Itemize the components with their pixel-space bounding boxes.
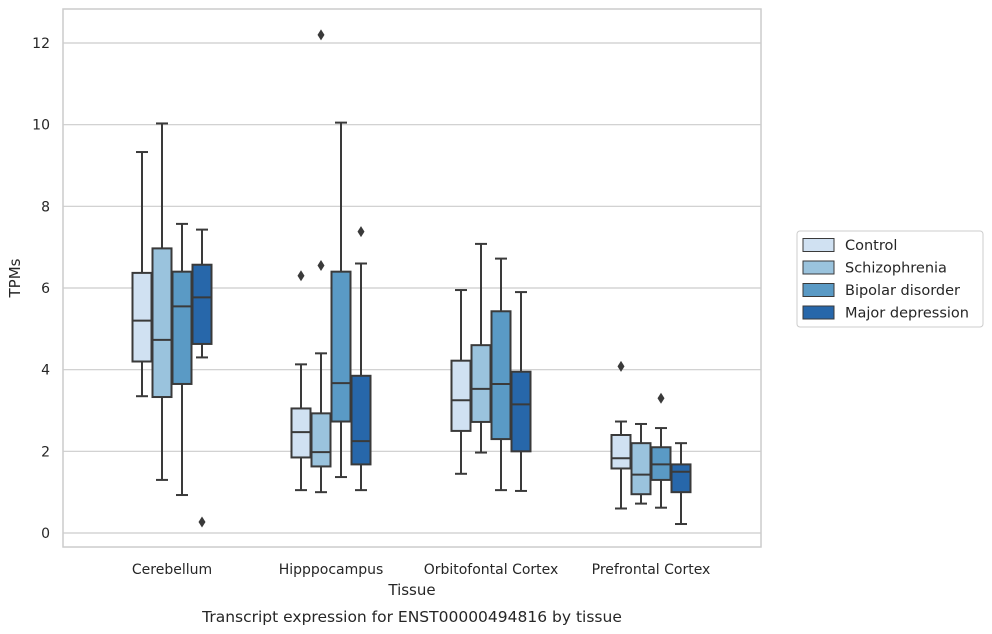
legend-label: Schizophrenia	[845, 261, 947, 277]
box-bipolar-disorder	[330, 121, 352, 479]
legend-swatch	[802, 283, 835, 297]
y-tick-label: 0	[41, 526, 50, 542]
x-tick-label: Hipppocampus	[279, 562, 384, 578]
box-schizophrenia	[470, 242, 492, 454]
x-tick-labels: Cerebellum Hipppocampus Orbitofontal Corte…	[132, 562, 710, 578]
x-tick-label: Prefrontal Cortex	[592, 562, 711, 578]
iqr-box	[151, 247, 173, 399]
box-major-depression	[350, 226, 372, 492]
legend-swatch	[802, 305, 835, 320]
y-tick-label: 8	[41, 199, 50, 215]
x-tick-label: Orbitofontal Cortex	[424, 562, 559, 578]
box-control	[131, 151, 153, 398]
outlier-point	[317, 260, 325, 272]
iqr-box	[171, 270, 193, 385]
box-major-depression	[670, 442, 692, 526]
outlier-point	[357, 226, 365, 238]
box-control	[610, 360, 632, 510]
x-tick-label: Cerebellum	[132, 562, 212, 578]
iqr-box	[490, 310, 512, 441]
box-bipolar-disorder	[171, 222, 193, 497]
y-tick-labels: 0 2 4 6 8 10 12	[32, 36, 50, 542]
box-bipolar-disorder	[650, 392, 672, 509]
figure-caption: Transcript expression for ENST0000049481…	[201, 608, 622, 626]
y-tick-label: 4	[41, 363, 50, 379]
legend-swatch	[802, 260, 835, 275]
boxes	[131, 29, 692, 528]
outlier-point	[317, 29, 325, 41]
outlier-point	[198, 516, 206, 528]
legend-swatch	[802, 238, 835, 252]
legend-label: Major depression	[845, 306, 969, 322]
box-schizophrenia	[630, 422, 652, 505]
iqr-box	[450, 359, 472, 432]
box-control	[290, 270, 312, 492]
box-bipolar-disorder	[490, 257, 512, 492]
y-axis-title: TPMs	[6, 258, 24, 298]
legend-label: Control	[845, 238, 897, 254]
iqr-box	[670, 463, 692, 494]
iqr-box	[510, 370, 532, 453]
legend-frame	[796, 230, 984, 328]
box-schizophrenia	[310, 29, 332, 494]
y-tick-label: 10	[32, 118, 50, 134]
iqr-box	[131, 271, 153, 363]
box-control	[450, 289, 472, 475]
iqr-box	[350, 374, 372, 466]
iqr-box	[610, 434, 632, 470]
box-schizophrenia	[151, 122, 173, 481]
iqr-box	[191, 263, 213, 345]
iqr-box	[310, 412, 332, 468]
iqr-box	[470, 344, 492, 423]
box-major-depression	[510, 291, 532, 492]
y-tick-label: 6	[41, 281, 50, 297]
legend-label: Bipolar disorder	[845, 283, 960, 299]
box-major-depression	[191, 228, 213, 528]
outlier-point	[657, 392, 665, 404]
y-tick-label: 12	[32, 36, 50, 52]
plot-area-frame	[62, 8, 762, 548]
x-axis-title: Tissue	[387, 581, 435, 599]
y-tick-label: 2	[41, 444, 50, 460]
iqr-box	[330, 270, 352, 423]
outlier-point	[297, 270, 305, 282]
outlier-point	[617, 360, 625, 372]
iqr-box	[630, 442, 652, 496]
legend: Control Schizophrenia Bipolar disorder Majo…	[796, 230, 984, 328]
